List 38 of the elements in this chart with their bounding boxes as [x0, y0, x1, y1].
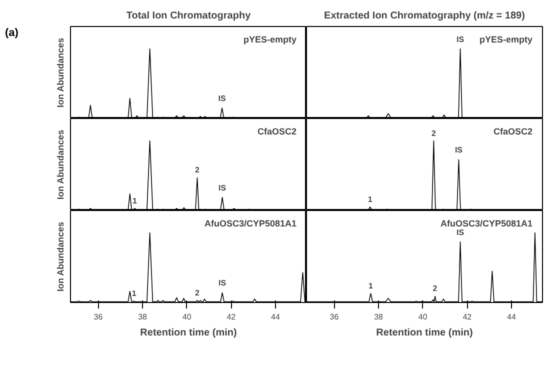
- x-tick-label: 38: [138, 312, 148, 322]
- annotation: 2: [195, 166, 200, 175]
- chart-subtitle: CfaOSC2: [257, 126, 297, 136]
- x-tick-label: 36: [330, 312, 340, 322]
- annotation: IS: [218, 94, 227, 104]
- annotation: IS: [218, 183, 227, 192]
- annotation: IS: [456, 228, 465, 237]
- annotation: 1: [132, 196, 138, 206]
- chart-subtitle: pYES-empty: [243, 34, 297, 44]
- x-tick-label: 40: [418, 312, 428, 322]
- y-axis-title: Ion Abundances: [56, 38, 66, 108]
- x-tick-label: 42: [226, 312, 236, 322]
- annotation: 2: [432, 284, 438, 294]
- chart-title: Extracted Ion Chromatography (m/z = 189): [324, 10, 525, 22]
- annotation: 2: [195, 288, 200, 298]
- x-axis-title: Retention time (min): [376, 328, 473, 338]
- chart-subtitle: pYES-empty: [479, 34, 533, 44]
- text: (a): [5, 26, 18, 41]
- chart-subtitle: AfuOSC3/CYP5081A1: [204, 218, 297, 228]
- chart-subtitle: CfaOSC2: [493, 126, 533, 136]
- annotation: 1: [368, 195, 373, 204]
- annotation: 2: [431, 128, 436, 138]
- x-tick-label: 38: [374, 312, 384, 322]
- x-tick-label: 36: [94, 312, 104, 322]
- x-tick-label: 44: [507, 312, 516, 322]
- chart-title: Total Ion Chromatography: [126, 10, 252, 22]
- annotation: 1: [132, 289, 137, 298]
- annotation: IS: [456, 34, 465, 44]
- x-axis-title: Retention time (min): [140, 328, 237, 338]
- x-tick-label: 40: [182, 312, 192, 322]
- x-tick-label: 44: [271, 312, 280, 322]
- annotation: 1: [368, 281, 374, 290]
- y-axis-title: Ion Abundances: [56, 130, 66, 200]
- annotation: IS: [454, 146, 464, 155]
- annotation: IS: [218, 278, 227, 288]
- y-axis-title: Ion Abundances: [56, 222, 66, 292]
- x-tick-label: 42: [462, 312, 472, 322]
- chart-subtitle: AfuOSC3/CYP5081A1: [440, 218, 533, 228]
